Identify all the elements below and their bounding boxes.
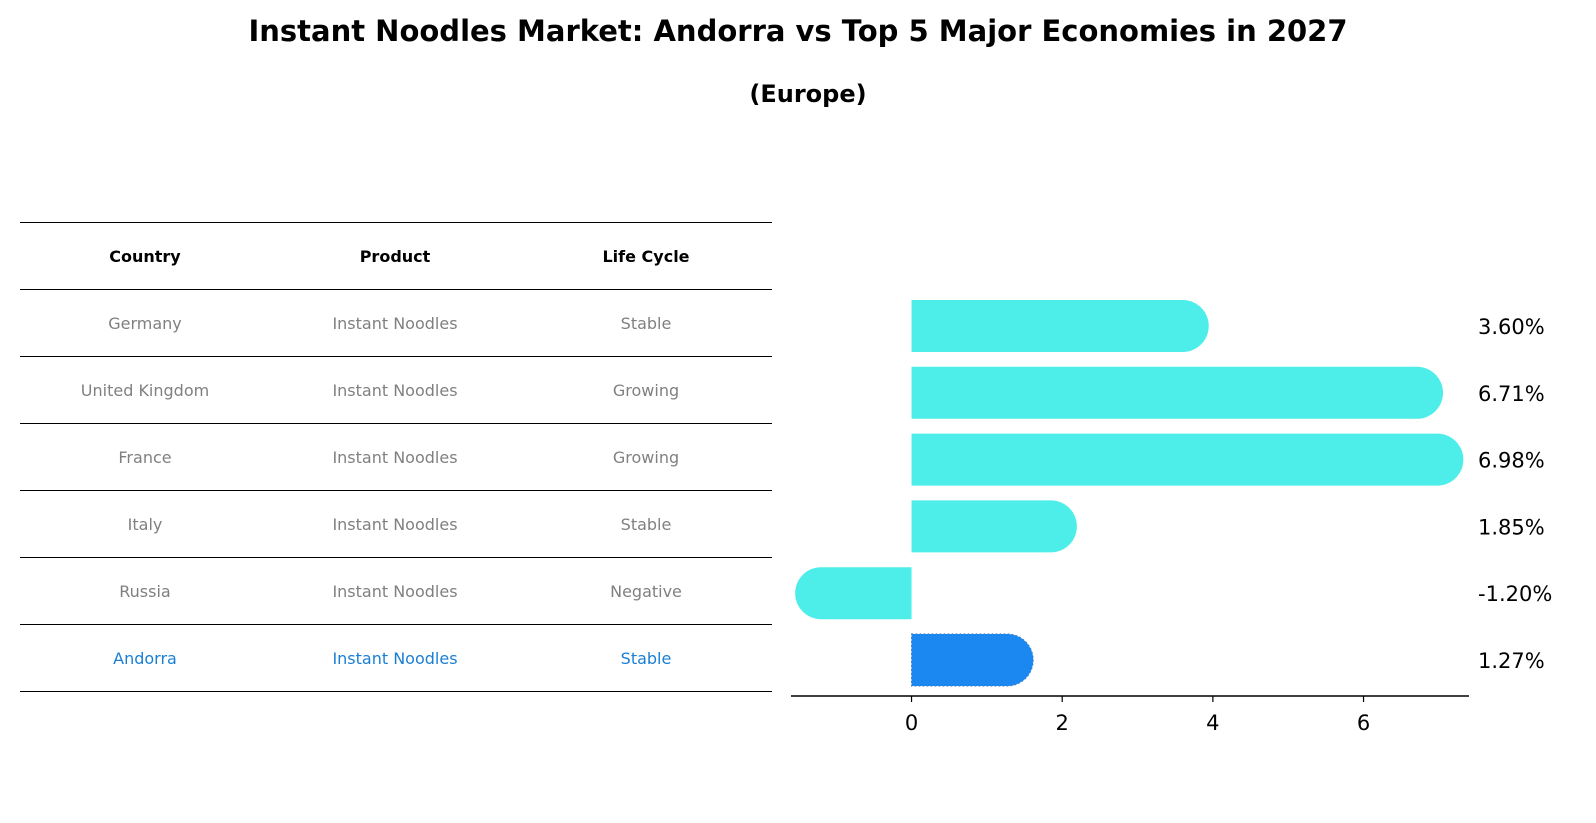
cell-life-cycle: Growing [520, 356, 772, 424]
bar-highlighted [911, 633, 1034, 687]
column-header-life-cycle: Life Cycle [520, 222, 772, 290]
cell-life-cycle: Stable [520, 490, 772, 558]
bar [911, 366, 1444, 419]
cell-product: Instant Noodles [270, 423, 520, 491]
x-tick-label: 2 [1056, 711, 1069, 735]
x-tick-label: 0 [905, 711, 918, 735]
data-label: 1.27% [1478, 649, 1545, 673]
column-header-product: Product [270, 222, 520, 290]
cell-product: Instant Noodles [270, 289, 520, 357]
table-row: Italy Instant Noodles Stable [20, 490, 772, 558]
chart-subtitle: (Europe) [749, 80, 867, 108]
cell-product: Instant Noodles [270, 356, 520, 424]
bar [911, 500, 1077, 553]
cell-life-cycle: Growing [520, 423, 772, 491]
column-header-country: Country [20, 222, 270, 290]
data-label: 1.85% [1478, 515, 1545, 539]
cell-product: Instant Noodles [270, 624, 520, 692]
cell-country: Germany [20, 289, 270, 357]
cell-life-cycle: Stable [520, 289, 772, 357]
x-tick-label: 4 [1206, 711, 1219, 735]
cell-country: France [20, 423, 270, 491]
cell-life-cycle: Negative [520, 557, 772, 625]
cell-life-cycle: Stable [520, 624, 772, 692]
table-header-row: Country Product Life Cycle [20, 222, 772, 290]
cell-product: Instant Noodles [270, 557, 520, 625]
table-row: Germany Instant Noodles Stable [20, 289, 772, 357]
cell-country: United Kingdom [20, 356, 270, 424]
table-row-highlighted: Andorra Instant Noodles Stable [20, 624, 772, 692]
cell-country: Russia [20, 557, 270, 625]
bar [795, 567, 912, 620]
data-label: -1.20% [1478, 582, 1552, 606]
cell-country: Andorra [20, 624, 270, 692]
data-label: 6.71% [1478, 382, 1545, 406]
bar [911, 433, 1464, 486]
data-label: 6.98% [1478, 449, 1545, 473]
cell-country: Italy [20, 490, 270, 558]
x-tick-label: 6 [1357, 711, 1370, 735]
table-row: United Kingdom Instant Noodles Growing [20, 356, 772, 424]
table-row: Russia Instant Noodles Negative [20, 557, 772, 625]
comparison-table: Country Product Life Cycle Germany Insta… [20, 222, 772, 692]
bar [911, 300, 1209, 352]
cell-product: Instant Noodles [270, 490, 520, 558]
chart-title: Instant Noodles Market: Andorra vs Top 5… [248, 14, 1348, 48]
table-row: France Instant Noodles Growing [20, 423, 772, 491]
data-label: 3.60% [1478, 315, 1545, 339]
